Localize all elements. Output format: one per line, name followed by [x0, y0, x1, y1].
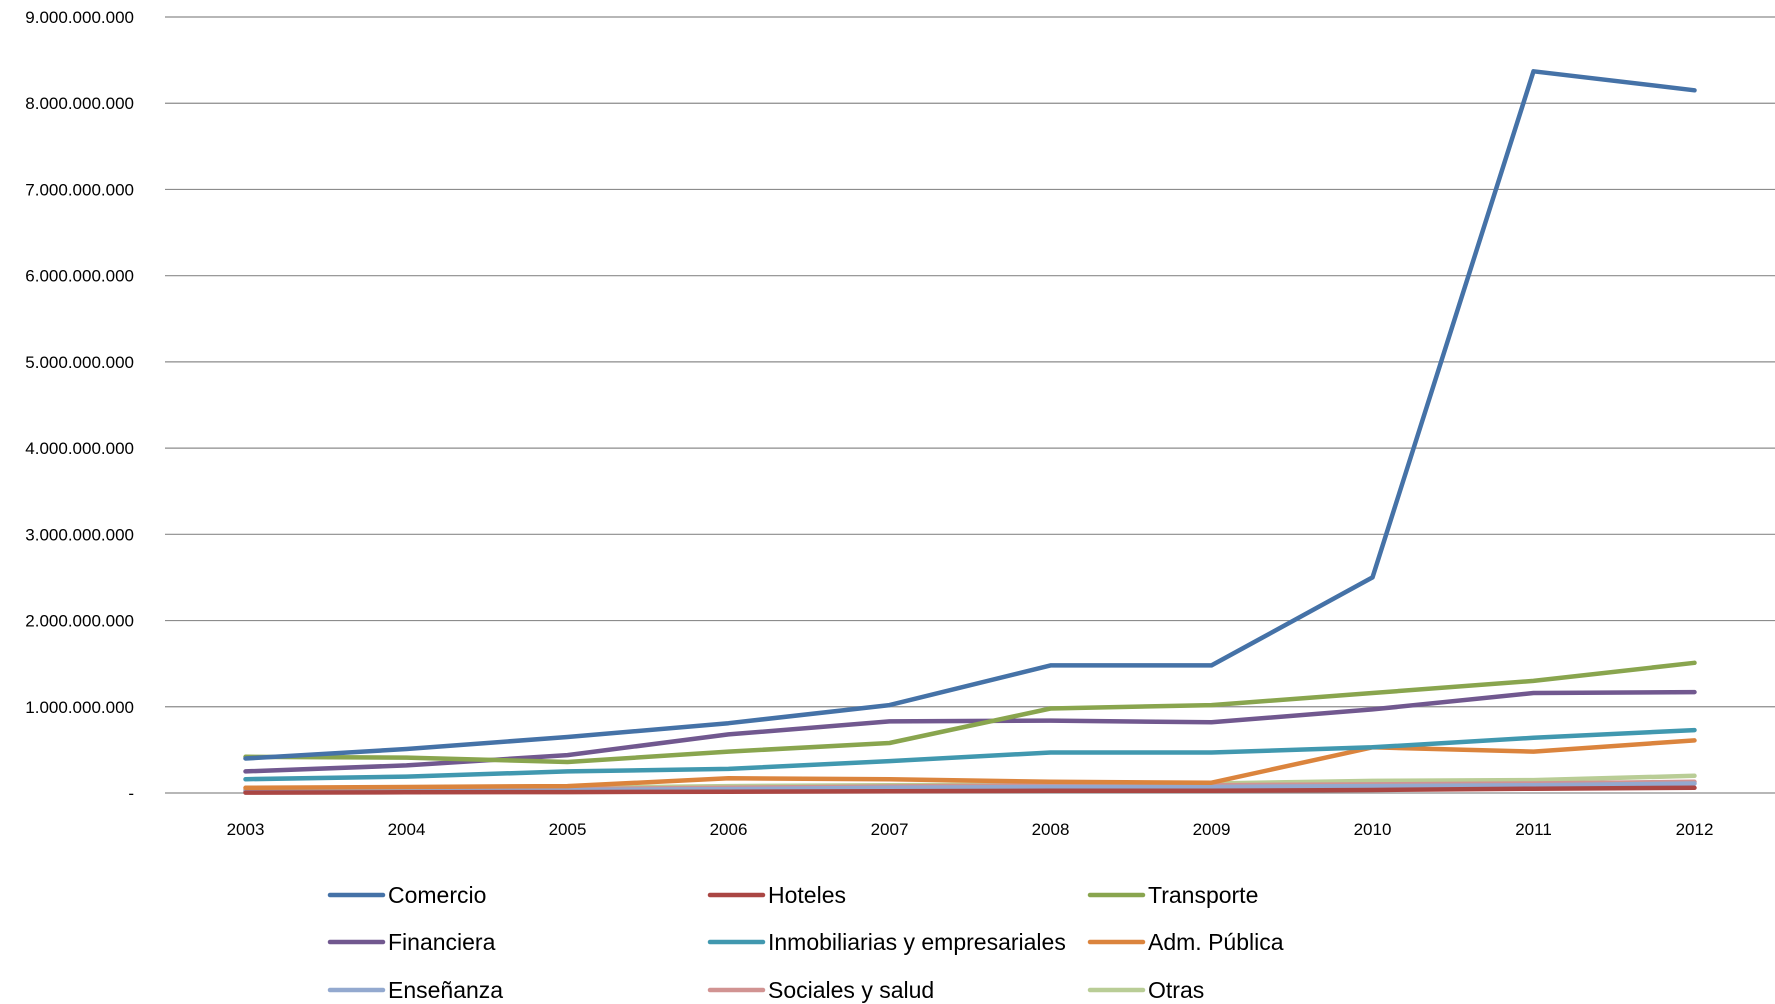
y-tick-label: 9.000.000.000 — [25, 8, 134, 27]
gridlines — [165, 16, 1775, 794]
y-tick-label: 3.000.000.000 — [25, 525, 134, 544]
x-tick-label: 2007 — [871, 820, 909, 839]
legend-label: Sociales y salud — [768, 977, 934, 1003]
legend-label: Hoteles — [768, 882, 846, 908]
legend-label: Enseñanza — [388, 977, 503, 1003]
x-tick-label: 2009 — [1193, 820, 1231, 839]
legend-label: Transporte — [1148, 882, 1258, 908]
x-tick-label: 2012 — [1676, 820, 1714, 839]
y-tick-label: 7.000.000.000 — [25, 180, 134, 199]
x-tick-label: 2010 — [1354, 820, 1392, 839]
y-axis: - 1.000.000.000 2.000.000.000 3.000.000.000… — [25, 8, 134, 803]
series-line-2 — [243, 660, 1697, 765]
y-tick-label: 6.000.000.000 — [25, 267, 134, 286]
x-tick-label: 2005 — [549, 820, 587, 839]
legend-label: Comercio — [388, 882, 486, 908]
x-axis: 2003 2004 2005 2006 2007 2008 2009 2010 2011 2012 — [227, 820, 1714, 839]
x-tick-label: 2003 — [227, 820, 265, 839]
y-tick-label: 5.000.000.000 — [25, 353, 134, 372]
legend-label: Inmobiliarias y empresariales — [768, 929, 1066, 955]
series-line-1 — [243, 785, 1697, 795]
y-tick-label: 1.000.000.000 — [25, 698, 134, 717]
y-tick-label: - — [128, 784, 134, 803]
series-line-5 — [243, 738, 1697, 791]
legend-label: Financiera — [388, 929, 496, 955]
y-tick-label: 4.000.000.000 — [25, 439, 134, 458]
y-tick-label: 2.000.000.000 — [25, 612, 134, 631]
legend-label: Otras — [1148, 977, 1204, 1003]
series-line-0 — [243, 69, 1697, 761]
x-tick-label: 2004 — [388, 820, 426, 839]
x-tick-label: 2008 — [1032, 820, 1070, 839]
y-tick-label: 8.000.000.000 — [25, 94, 134, 113]
legend-label: Adm. Pública — [1148, 929, 1284, 955]
x-tick-label: 2011 — [1515, 820, 1552, 839]
x-tick-label: 2006 — [710, 820, 748, 839]
series-line-4 — [243, 727, 1697, 782]
legend: Comercio Hoteles Transporte Financiera Inmob… — [327, 882, 1284, 1003]
series-lines — [243, 69, 1697, 795]
